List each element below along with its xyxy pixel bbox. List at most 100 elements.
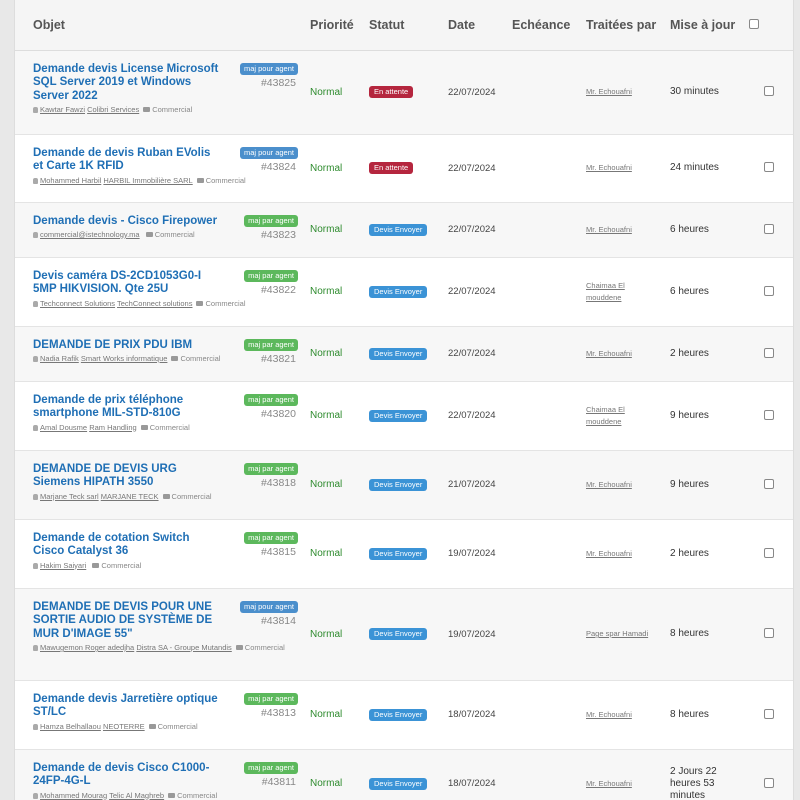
folder-icon — [196, 300, 204, 306]
contact-link[interactable]: Mohammed Mourag — [40, 790, 108, 800]
ticket-title-link[interactable]: Demande devis License Microsoft SQL Serv… — [33, 62, 219, 102]
company-link[interactable]: Ram Handling — [89, 422, 137, 432]
contact-link[interactable]: Kawtar Fawzi — [40, 105, 86, 114]
column-header-date[interactable]: Date — [442, 0, 506, 51]
status-cell: Devis Envoyer — [363, 326, 442, 381]
company-link[interactable]: Colibri Services — [87, 105, 140, 114]
row-checkbox[interactable] — [764, 347, 774, 358]
column-header-status[interactable]: Statut — [363, 0, 442, 51]
table-row[interactable]: DEMANDE DE PRIX PDU IBM Nadia Rafik Smar… — [15, 326, 793, 381]
ticket-title-link[interactable]: Demande de devis Cisco C1000-24FP-4G-L — [33, 761, 210, 788]
ticket-meta: Hakim Saiyari Commercial — [33, 561, 303, 571]
ticket-title-link[interactable]: Demande de prix téléphone smartphone MIL… — [33, 393, 184, 420]
column-header-priority[interactable]: Priorité — [304, 0, 363, 51]
category-label: Commercial — [177, 790, 218, 800]
handler-link[interactable]: Mr. Echouafni — [586, 548, 632, 558]
ticket-id: #43818 — [260, 476, 296, 489]
column-header-subject[interactable]: Objet — [15, 0, 304, 51]
table-row[interactable]: Demande devis License Microsoft SQL Serv… — [15, 50, 793, 134]
row-checkbox[interactable] — [764, 478, 774, 489]
select-cell — [743, 202, 793, 257]
handler-link[interactable]: Mr. Echouafni — [586, 778, 632, 788]
updated-cell: 9 heures — [664, 381, 743, 450]
status-cell: Devis Envoyer — [363, 749, 442, 800]
ticket-title-link[interactable]: Demande de devis Ruban EVolis et Carte 1… — [33, 146, 211, 173]
table-row[interactable]: Demande devis Jarretière optique ST/LC H… — [15, 680, 793, 749]
handler-link[interactable]: Mr. Echouafni — [586, 163, 632, 172]
table-row[interactable]: Devis caméra DS-2CD1053G0-I 5MP HIKVISIO… — [15, 257, 793, 326]
ticket-title-link[interactable]: Demande de cotation Switch Cisco Catalys… — [33, 531, 190, 558]
ticket-id: #43821 — [260, 352, 296, 365]
select-all-checkbox[interactable] — [749, 19, 759, 29]
row-checkbox[interactable] — [764, 777, 774, 788]
folder-icon — [235, 645, 243, 650]
priority-cell: Normal — [304, 326, 363, 381]
table-row[interactable]: DEMANDE DE DEVIS URG Siemens HIPATH 3550… — [15, 450, 793, 519]
table-row[interactable]: Demande de cotation Switch Cisco Catalys… — [15, 519, 793, 588]
contact-link[interactable]: Amal Dousme — [40, 422, 88, 432]
table-row[interactable]: Demande devis - Cisco Firepower commerci… — [15, 202, 793, 257]
table-row[interactable]: Demande de devis Cisco C1000-24FP-4G-L M… — [15, 749, 793, 800]
row-checkbox[interactable] — [764, 547, 774, 558]
ticket-title-link[interactable]: Demande devis Jarretière optique ST/LC — [33, 692, 218, 719]
ticket-title-link[interactable]: Demande devis - Cisco Firepower — [33, 214, 218, 227]
table-row[interactable]: DEMANDE DE DEVIS POUR UNE SORTIE AUDIO D… — [15, 588, 793, 680]
row-checkbox[interactable] — [764, 223, 774, 234]
row-checkbox[interactable] — [764, 708, 774, 719]
handler-link[interactable]: Mr. Echouafni — [586, 709, 632, 719]
handler-link[interactable]: Mr. Echouafni — [586, 348, 632, 358]
handler-link[interactable]: Mr. Echouafni — [586, 224, 632, 234]
column-header-handled-by[interactable]: Traitées par — [580, 0, 664, 51]
column-header-due[interactable]: Echéance — [506, 0, 580, 51]
contact-link[interactable]: commercial@istechnology.ma — [40, 230, 140, 239]
ticket-title-link[interactable]: Devis caméra DS-2CD1053G0-I 5MP HIKVISIO… — [33, 269, 202, 296]
handler-link[interactable]: Chaimaa El mouddene — [586, 404, 625, 426]
company-link[interactable]: Smart Works informatique — [80, 354, 168, 363]
company-link[interactable]: Telic Al Maghreb — [109, 790, 165, 800]
handler-link[interactable]: Mr. Echouafni — [586, 87, 632, 96]
status-cell: Devis Envoyer — [363, 519, 442, 588]
select-cell — [743, 588, 793, 680]
update-badge: maj pour agent — [239, 62, 298, 75]
column-header-select-all — [743, 0, 793, 51]
column-header-updated[interactable]: Mise à jour — [664, 0, 743, 51]
updated-value: 2 heures — [670, 547, 709, 559]
user-icon — [33, 232, 38, 238]
row-checkbox[interactable] — [764, 628, 774, 638]
company-link[interactable]: NEOTERRE — [102, 721, 145, 731]
contact-link[interactable]: Hamza Belhallaou — [40, 721, 101, 731]
table-row[interactable]: Demande de prix téléphone smartphone MIL… — [15, 381, 793, 450]
contact-link[interactable]: Marjane Teck sarl — [40, 491, 99, 501]
contact-link[interactable]: Mawugemon Roger adedjha — [40, 643, 135, 652]
ticket-id: #43823 — [260, 228, 296, 241]
table-row[interactable]: Demande de devis Ruban EVolis et Carte 1… — [15, 134, 793, 202]
ticket-meta: commercial@istechnology.ma Commercial — [33, 230, 303, 240]
badge-box: maj par agent #43813 — [244, 692, 298, 719]
due-cell — [506, 450, 580, 519]
contact-link[interactable]: Mohammed Harbil — [40, 175, 102, 185]
company-link[interactable]: Distra SA - Groupe Mutandis — [136, 643, 232, 652]
folder-icon — [196, 177, 204, 183]
company-link[interactable]: TechConnect solutions — [117, 298, 193, 308]
updated-cell: 2 heures — [664, 326, 743, 381]
date-cell: 22/07/2024 — [442, 134, 506, 202]
row-checkbox[interactable] — [764, 285, 774, 296]
row-checkbox[interactable] — [764, 86, 774, 96]
contact-link[interactable]: Techconnect Solutions — [40, 298, 116, 308]
select-cell — [743, 749, 793, 800]
contact-link[interactable]: Nadia Rafik — [40, 354, 79, 363]
update-badge: maj par agent — [244, 338, 298, 351]
handler-link[interactable]: Chaimaa El mouddene — [586, 280, 625, 302]
ticket-title-link[interactable]: DEMANDE DE PRIX PDU IBM — [33, 338, 193, 351]
updated-value: 9 heures — [670, 409, 709, 421]
company-link[interactable]: HARBIL Immobilière SARL — [103, 175, 193, 185]
contact-link[interactable]: Hakim Saiyari — [40, 560, 87, 570]
due-cell — [506, 749, 580, 800]
ticket-title-link[interactable]: DEMANDE DE DEVIS POUR UNE SORTIE AUDIO D… — [33, 600, 213, 640]
row-checkbox[interactable] — [764, 162, 774, 172]
handler-link[interactable]: Page spar Hamadi — [586, 629, 649, 638]
handler-link[interactable]: Mr. Echouafni — [586, 479, 632, 489]
row-checkbox[interactable] — [764, 409, 774, 420]
ticket-title-link[interactable]: DEMANDE DE DEVIS URG Siemens HIPATH 3550 — [33, 462, 177, 489]
company-link[interactable]: MARJANE TECK — [100, 491, 159, 501]
